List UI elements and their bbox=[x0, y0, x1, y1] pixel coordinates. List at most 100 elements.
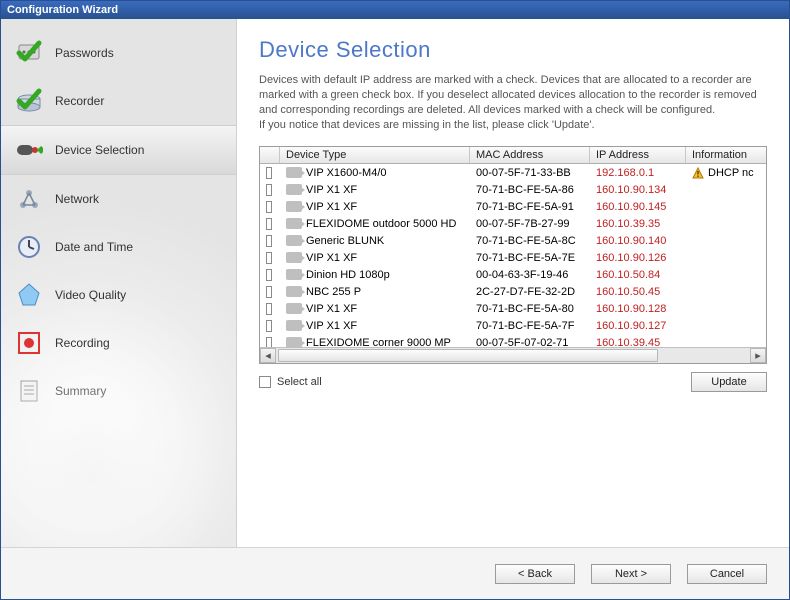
table-row[interactable]: VIP X1 XF70-71-BC-FE-5A-7F160.10.90.127 bbox=[260, 317, 766, 334]
wizard-main-panel: Device Selection Devices with default IP… bbox=[237, 19, 789, 547]
select-all-label: Select all bbox=[277, 376, 322, 388]
row-checkbox[interactable] bbox=[266, 337, 272, 348]
sidebar-item-network[interactable]: Network bbox=[1, 175, 236, 223]
device-type: VIP X1 XF bbox=[306, 201, 357, 213]
camera-icon bbox=[286, 286, 302, 297]
select-all-checkbox[interactable]: Select all bbox=[259, 376, 322, 388]
camera-icon bbox=[286, 201, 302, 212]
horizontal-scrollbar[interactable]: ◂ ▸ bbox=[260, 347, 766, 363]
table-row[interactable]: VIP X1 XF70-71-BC-FE-5A-80160.10.90.128 bbox=[260, 300, 766, 317]
page-description: Devices with default IP address are mark… bbox=[259, 73, 759, 132]
table-row[interactable]: FLEXIDOME corner 9000 MP00-07-5F-07-02-7… bbox=[260, 334, 766, 347]
scroll-left-arrow[interactable]: ◂ bbox=[260, 348, 276, 363]
row-checkbox[interactable] bbox=[266, 320, 272, 332]
mac-address: 2C-27-D7-FE-32-2D bbox=[470, 286, 590, 298]
mac-address: 70-71-BC-FE-5A-8C bbox=[470, 235, 590, 247]
ip-address: 160.10.50.84 bbox=[590, 269, 686, 281]
cancel-button[interactable]: Cancel bbox=[687, 564, 767, 584]
row-checkbox[interactable] bbox=[266, 235, 272, 247]
ip-address: 160.10.39.35 bbox=[590, 218, 686, 230]
window-content: Passwords Recorder Device Selection Network… bbox=[1, 19, 789, 547]
window-titlebar: Configuration Wizard bbox=[1, 1, 789, 19]
device-type: VIP X1 XF bbox=[306, 252, 357, 264]
summary-icon bbox=[15, 377, 43, 405]
row-checkbox[interactable] bbox=[266, 269, 272, 281]
sidebar-item-summary[interactable]: Summary bbox=[1, 367, 236, 415]
video-icon bbox=[15, 281, 43, 309]
sidebar-item-recorder[interactable]: Recorder bbox=[1, 77, 236, 125]
row-checkbox[interactable] bbox=[266, 218, 272, 230]
sidebar-item-label: Recorder bbox=[55, 94, 104, 108]
recording-icon bbox=[15, 329, 43, 357]
column-header-mac[interactable]: MAC Address bbox=[470, 147, 590, 163]
next-button[interactable]: Next > bbox=[591, 564, 671, 584]
camera-icon bbox=[286, 184, 302, 195]
sidebar-item-label: Summary bbox=[55, 384, 106, 398]
sidebar-item-label: Passwords bbox=[55, 46, 114, 60]
sidebar-item-label: Device Selection bbox=[55, 143, 144, 157]
table-row[interactable]: Dinion HD 1080p 00-04-63-3F-19-46160.10.5… bbox=[260, 266, 766, 283]
device-type: VIP X1 XF bbox=[306, 303, 357, 315]
device-table-header: Device TypeMAC AddressIP AddressInformat… bbox=[260, 147, 766, 164]
sidebar-item-device-select[interactable]: Device Selection bbox=[1, 125, 236, 175]
scroll-right-arrow[interactable]: ▸ bbox=[750, 348, 766, 363]
ip-address: 160.10.90.128 bbox=[590, 303, 686, 315]
sidebar-item-clock[interactable]: Date and Time bbox=[1, 223, 236, 271]
ip-address: 160.10.39.45 bbox=[590, 337, 686, 348]
checkbox-icon bbox=[259, 376, 271, 388]
sidebar-item-recording[interactable]: Recording bbox=[1, 319, 236, 367]
back-button[interactable]: < Back bbox=[495, 564, 575, 584]
page-heading: Device Selection bbox=[259, 37, 767, 63]
network-icon bbox=[15, 185, 43, 213]
clock-icon bbox=[15, 233, 43, 261]
camera-icon bbox=[286, 337, 302, 347]
table-row[interactable]: VIP X1600-M4/0 00-07-5F-71-33-BB192.168.0… bbox=[260, 164, 766, 181]
camera-icon bbox=[286, 320, 302, 331]
device-type: Dinion HD 1080p bbox=[306, 269, 390, 281]
ip-address: 160.10.90.140 bbox=[590, 235, 686, 247]
row-checkbox[interactable] bbox=[266, 286, 272, 298]
camera-icon bbox=[286, 218, 302, 229]
table-row[interactable]: VIP X1 XF70-71-BC-FE-5A-7E160.10.90.126 bbox=[260, 249, 766, 266]
table-row[interactable]: VIP X1 XF70-71-BC-FE-5A-91160.10.90.145 bbox=[260, 198, 766, 215]
device-type: NBC 255 P bbox=[306, 286, 361, 298]
scroll-thumb[interactable] bbox=[278, 349, 658, 362]
update-button[interactable]: Update bbox=[691, 372, 767, 392]
device-select-icon bbox=[15, 136, 43, 164]
camera-icon bbox=[286, 303, 302, 314]
ip-address: 160.10.90.126 bbox=[590, 252, 686, 264]
table-row[interactable]: FLEXIDOME outdoor 5000 HD00-07-5F-7B-27-… bbox=[260, 215, 766, 232]
column-header-info[interactable]: Information bbox=[686, 147, 766, 163]
mac-address: 70-71-BC-FE-5A-86 bbox=[470, 184, 590, 196]
wizard-steps-sidebar: Passwords Recorder Device Selection Network… bbox=[1, 19, 237, 547]
row-checkbox[interactable] bbox=[266, 252, 272, 264]
row-checkbox[interactable] bbox=[266, 167, 272, 179]
sidebar-item-passwords[interactable]: Passwords bbox=[1, 29, 236, 77]
device-type: Generic BLUNK bbox=[306, 235, 384, 247]
window-title: Configuration Wizard bbox=[7, 4, 118, 16]
mac-address: 00-04-63-3F-19-46 bbox=[470, 269, 590, 281]
row-checkbox[interactable] bbox=[266, 303, 272, 315]
config-wizard-window: Configuration Wizard Passwords Recorder De… bbox=[0, 0, 790, 600]
sidebar-item-label: Video Quality bbox=[55, 288, 126, 302]
column-header-type[interactable]: Device Type bbox=[280, 147, 470, 163]
device-info: DHCP nc bbox=[708, 167, 754, 179]
device-type: VIP X1600-M4/0 bbox=[306, 167, 387, 179]
wizard-footer: < Back Next > Cancel bbox=[1, 547, 789, 599]
row-checkbox[interactable] bbox=[266, 184, 272, 196]
table-row[interactable]: VIP X1 XF70-71-BC-FE-5A-86160.10.90.134 bbox=[260, 181, 766, 198]
table-controls-row: Select all Update bbox=[259, 372, 767, 392]
mac-address: 00-07-5F-71-33-BB bbox=[470, 167, 590, 179]
table-row[interactable]: NBC 255 P2C-27-D7-FE-32-2D160.10.50.45 bbox=[260, 283, 766, 300]
row-checkbox[interactable] bbox=[266, 201, 272, 213]
sidebar-item-label: Network bbox=[55, 192, 99, 206]
sidebar-item-video[interactable]: Video Quality bbox=[1, 271, 236, 319]
mac-address: 00-07-5F-7B-27-99 bbox=[470, 218, 590, 230]
ip-address: 160.10.90.134 bbox=[590, 184, 686, 196]
sidebar-item-label: Date and Time bbox=[55, 240, 133, 254]
column-header-ip[interactable]: IP Address bbox=[590, 147, 686, 163]
column-header-chk[interactable] bbox=[260, 147, 280, 163]
ip-address: 192.168.0.1 bbox=[590, 167, 686, 179]
table-row[interactable]: Generic BLUNK 70-71-BC-FE-5A-8C160.10.90.… bbox=[260, 232, 766, 249]
camera-icon bbox=[286, 235, 302, 246]
